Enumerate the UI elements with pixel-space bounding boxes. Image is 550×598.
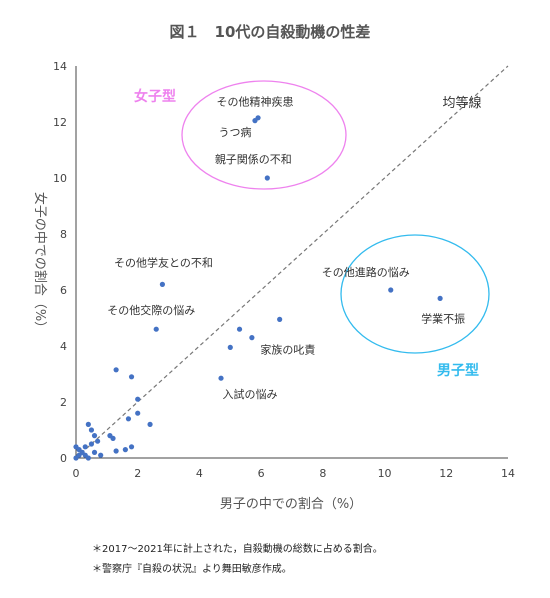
male-type-ellipse — [340, 234, 490, 354]
point-label: その他学友との不和 — [114, 255, 213, 269]
x-tick-label: 4 — [196, 467, 203, 480]
data-point — [218, 375, 224, 381]
data-point — [249, 335, 255, 341]
equality-line-label: 均等線 — [442, 95, 481, 111]
y-tick-labels: 0 2 4 6 8 10 12 14 — [53, 60, 67, 465]
data-point — [437, 295, 443, 301]
data-points — [73, 115, 443, 461]
point-label: 入試の悩み — [223, 387, 278, 401]
group-label-female: 女子型 — [134, 88, 176, 105]
equality-line — [75, 65, 509, 459]
point-label: 家族の叱責 — [260, 343, 315, 357]
data-point — [91, 449, 98, 455]
data-point — [236, 326, 243, 332]
data-point — [88, 427, 95, 433]
scatter-chart: 図１ 10代の自殺動機の性差 女子型 男子型 均等線 0 2 4 6 8 10 12 14 0… — [32, 23, 516, 512]
data-point — [128, 444, 135, 450]
point-label: その他交際の悩み — [107, 303, 195, 317]
data-point — [88, 441, 95, 447]
data-point — [135, 396, 141, 402]
x-tick-label: 10 — [378, 467, 392, 480]
group-label-male: 男子型 — [437, 362, 479, 379]
y-tick-label: 12 — [53, 116, 67, 129]
x-tick-label: 14 — [501, 467, 515, 480]
y-tick-label: 0 — [60, 452, 67, 465]
data-point — [264, 175, 270, 181]
data-point — [227, 344, 233, 350]
y-tick-label: 4 — [60, 340, 67, 353]
data-point — [85, 421, 91, 427]
x-tick-label: 12 — [439, 467, 453, 480]
data-point — [153, 326, 159, 332]
y-tick-label: 10 — [53, 172, 67, 185]
data-point — [277, 316, 283, 322]
data-point — [113, 367, 119, 373]
data-point — [128, 374, 135, 380]
point-label: その他進路の悩み — [322, 265, 410, 279]
point-label: うつ病 — [219, 125, 252, 139]
y-tick-label: 14 — [53, 60, 67, 73]
group-ellipses — [181, 80, 490, 354]
data-point — [125, 416, 132, 422]
footnote-source: ＊警察庁『自殺の状況』より舞田敏彦作成。 — [92, 564, 292, 575]
data-point — [113, 448, 119, 454]
data-point — [122, 447, 128, 453]
x-axis-label: 男子の中での割合（%） — [220, 496, 362, 512]
x-tick-label: 0 — [73, 467, 80, 480]
data-point — [73, 455, 79, 461]
data-point — [98, 452, 104, 458]
point-label: 親子関係の不和 — [215, 153, 292, 166]
y-axis-label: 女子の中での割合（%） — [32, 192, 48, 334]
data-point — [85, 455, 91, 461]
chart-title: 図１ 10代の自殺動機の性差 — [170, 23, 371, 41]
female-type-ellipse — [181, 80, 347, 190]
point-label: その他精神疾患 — [216, 95, 293, 109]
data-point — [82, 444, 88, 450]
data-point — [91, 433, 98, 439]
x-tick-labels: 0 2 4 6 8 10 12 14 — [73, 467, 516, 480]
y-tick-label: 8 — [60, 228, 67, 241]
y-tick-label: 2 — [60, 396, 67, 409]
data-point — [388, 287, 394, 293]
y-tick-label: 6 — [60, 284, 67, 297]
x-tick-label: 6 — [258, 467, 265, 480]
data-point — [255, 115, 261, 121]
data-point — [159, 281, 165, 287]
x-tick-label: 8 — [319, 467, 326, 480]
point-label: 学業不振 — [421, 311, 465, 325]
data-point — [110, 435, 116, 441]
footnote-period: ＊2017～2021年に計上された，自殺動機の総数に占める割合。 — [92, 544, 383, 555]
data-point — [147, 421, 153, 427]
data-point — [95, 438, 101, 444]
data-point — [135, 410, 141, 416]
x-tick-label: 2 — [134, 467, 141, 480]
